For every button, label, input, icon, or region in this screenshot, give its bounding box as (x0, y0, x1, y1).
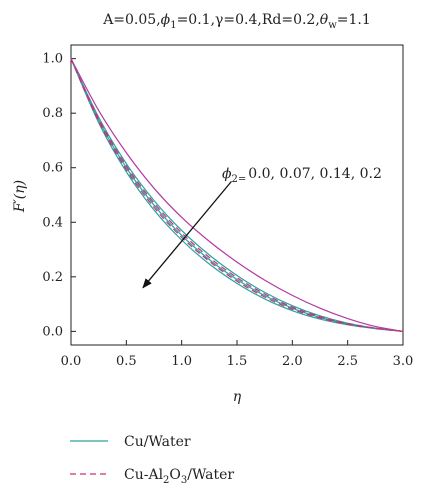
y-axis-ticks: 0.0 0.2 0.4 0.6 0.8 1.0 (42, 52, 76, 339)
y-tick-label: 0.8 (42, 106, 63, 121)
x-tick-label: 0.0 (61, 354, 82, 369)
x-axis-label: η (233, 389, 242, 405)
y-tick-label: 0.0 (42, 324, 63, 339)
x-tick-label: 3.0 (393, 354, 414, 369)
plot-frame (70, 44, 404, 346)
series-line-cu-water-phi2-0_07 (70, 58, 404, 332)
x-tick-label: 1.0 (171, 354, 192, 369)
series-line-cu-water-phi2-0_0 (70, 58, 404, 332)
x-tick-label: 0.5 (116, 354, 137, 369)
chart-title: A=0.05,ϕ1=0.1,γ=0.4,Rd=0.2,θw=1.1 (102, 12, 371, 31)
legend: Cu/Water Cu-Al2O3/Water (70, 434, 234, 486)
y-tick-label: 0.2 (42, 270, 63, 285)
phi2-annotation: ϕ2= 0.0, 0.07, 0.14, 0.2 (222, 166, 382, 185)
y-tick-label: 0.6 (42, 161, 63, 176)
legend-label-cu-water: Cu/Water (124, 434, 191, 450)
series-line-cu-al2o3-water-phi2-0_07 (70, 58, 404, 332)
series-line-cu-water-phi2-0_2 (70, 58, 404, 332)
x-tick-label: 2.0 (282, 354, 303, 369)
series-layer (70, 58, 404, 332)
series-line-cu-water-phi2-0_14 (70, 58, 404, 332)
series-line-cu-al2o3-water-phi2-0_0 (70, 58, 404, 332)
x-axis-ticks: 0.0 0.5 1.0 1.5 2.0 2.5 3.0 (61, 340, 414, 369)
y-axis-label: F′(η) (12, 180, 28, 213)
y-tick-label: 1.0 (42, 52, 63, 67)
x-tick-label: 1.5 (227, 354, 248, 369)
y-tick-label: 0.4 (42, 215, 63, 230)
legend-label-cu-al2o3-water: Cu-Al2O3/Water (124, 467, 234, 486)
annotation-arrow (142, 180, 232, 289)
x-tick-label: 2.5 (337, 354, 358, 369)
